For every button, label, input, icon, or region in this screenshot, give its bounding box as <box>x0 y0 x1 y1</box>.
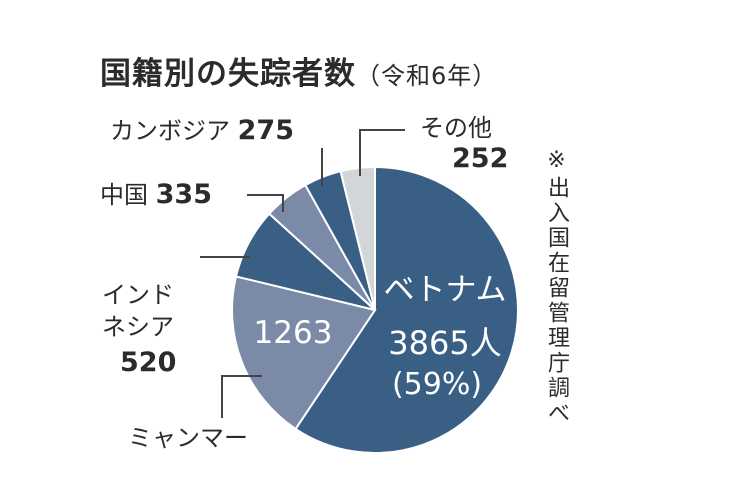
cambodia-value: 275 <box>237 115 295 146</box>
leader-line-other <box>359 129 405 176</box>
leader-line-myanmar <box>221 375 262 418</box>
leader-line-china <box>247 194 284 212</box>
label-myanmar: ミャンマー <box>128 424 248 452</box>
label-indonesia-1: インド <box>102 281 174 309</box>
value-indonesia: 520 <box>120 347 177 378</box>
label-china: 中国 335 <box>100 180 212 210</box>
label-other: その他 <box>420 113 492 143</box>
subtitle-text: （令和6年） <box>356 62 498 90</box>
pie-slice-0 <box>294 165 519 454</box>
value-myanmar: 1263 <box>254 315 333 351</box>
pie-slice-5 <box>339 165 376 311</box>
value-vietnam: 3865人 <box>388 324 501 362</box>
other-name: その他 <box>420 114 492 142</box>
label-indonesia-2: ネシア <box>102 313 174 341</box>
china-value: 335 <box>155 179 213 210</box>
percent-vietnam: (59%) <box>392 367 482 402</box>
pie-slice-1 <box>231 275 377 431</box>
value-other: 252 <box>452 143 509 174</box>
chart-title: 国籍別の失踪者数（令和6年） <box>100 48 497 93</box>
label-cambodia: カンボジア 275 <box>110 116 294 146</box>
title-text: 国籍別の失踪者数 <box>100 56 356 92</box>
source-note: ※出入国在留管理庁調べ <box>544 148 569 426</box>
china-name: 中国 <box>100 181 148 209</box>
label-vietnam: ベトナム <box>383 272 506 308</box>
cambodia-name: カンボジア <box>110 117 230 145</box>
